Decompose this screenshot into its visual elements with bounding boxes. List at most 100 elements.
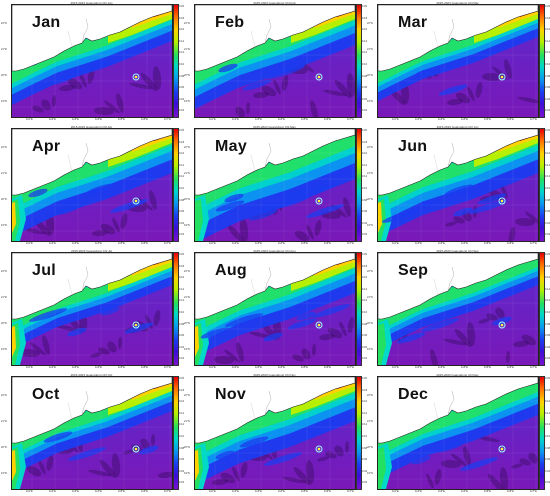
- longitude-label: 117°E: [164, 242, 171, 245]
- colorbar-tick: 0.20: [545, 377, 550, 380]
- colorbar: [539, 376, 545, 490]
- longitude-label: 112°E: [415, 242, 422, 245]
- colorbar-tick: 0.18: [362, 388, 368, 392]
- latitude-label: 19°N: [184, 472, 190, 475]
- colorbar-tick: 0.02: [362, 233, 368, 237]
- latitude-label: 20°N: [1, 322, 7, 325]
- colorbar-tick: 0.06: [362, 334, 368, 338]
- latitude-label: 22°N: [1, 146, 7, 149]
- colorbar: [539, 128, 545, 242]
- colorbar-tick: 0.12: [545, 51, 550, 55]
- longitude-label: 111°E: [209, 118, 216, 121]
- longitude-label: 116°E: [141, 490, 148, 493]
- chlorophyll-map: Nov: [194, 376, 356, 490]
- longitude-label: 115°E: [118, 242, 125, 245]
- colorbar-tick: 0.08: [362, 446, 368, 450]
- latitude-label: 19°N: [367, 472, 373, 475]
- longitude-label: 113°E: [72, 366, 79, 369]
- chlorophyll-map: Jun: [377, 128, 539, 242]
- colorbar-tick: 0.16: [545, 28, 550, 32]
- month-label: Aug: [215, 262, 248, 279]
- chlorophyll-field: [195, 253, 355, 365]
- chlorophyll-field: [195, 5, 355, 117]
- colorbar-tick: 0.04: [545, 97, 550, 101]
- longitude-label: 111°E: [392, 490, 399, 493]
- panel-title: 2015-2023 Guangdong Chl Apr: [70, 125, 113, 129]
- colorbar-tick: 0.06: [362, 86, 368, 90]
- latitude-label: 20°N: [367, 198, 373, 201]
- month-label: Feb: [215, 14, 245, 31]
- latitude-label: 20°N: [1, 446, 7, 449]
- colorbar-tick: 0.20: [179, 253, 185, 256]
- longitude-label: 112°E: [49, 366, 56, 369]
- latitude-label: 21°N: [184, 420, 190, 423]
- colorbar-tick: 0.06: [545, 210, 550, 214]
- colorbar-tick: 0.04: [362, 469, 368, 473]
- colorbar-tick: 0.02: [362, 109, 368, 113]
- map-panel-jan: 2015-2023 Guangdong Chl Jan Jan 0.20 0.18 0.…: [0, 0, 185, 124]
- longitude-label: 116°E: [141, 366, 148, 369]
- latitude-label: 21°N: [367, 296, 373, 299]
- panel-title: 2015-2023 Guangdong Chl Nov: [253, 373, 296, 377]
- colorbar-tick: 0.08: [179, 198, 185, 202]
- longitude-label: 117°E: [347, 490, 354, 493]
- chlorophyll-map: May: [194, 128, 356, 242]
- colorbar: [356, 252, 362, 366]
- map-panel-dec: 2015-2023 Guangdong Chl Dec Dec 0.20 0.18 0.…: [366, 372, 550, 496]
- chlorophyll-map: Aug: [194, 252, 356, 366]
- colorbar-tick: 0.10: [179, 63, 185, 66]
- chlorophyll-map: Oct: [11, 376, 173, 490]
- latitude-label: 20°N: [367, 74, 373, 77]
- latitude-label: 21°N: [1, 420, 7, 423]
- longitude-label: 117°E: [347, 366, 354, 369]
- colorbar-tick: 0.18: [545, 388, 550, 392]
- colorbar-tick: 0.06: [179, 458, 185, 462]
- latitude-label: 21°N: [184, 172, 190, 175]
- chlorophyll-map: Dec: [377, 376, 539, 490]
- longitude-label: 111°E: [209, 242, 216, 245]
- colorbar-tick: 0.14: [362, 287, 368, 291]
- colorbar-tick: 0.04: [545, 469, 550, 473]
- panel-title: 2015-2023 Guangdong Chl Sep: [436, 249, 479, 253]
- map-panel-may: 2015-2023 Guangdong Chl May May 0.20 0.18 0.…: [183, 124, 368, 248]
- colorbar-tick: 0.18: [545, 16, 550, 20]
- longitude-label: 116°E: [507, 118, 514, 121]
- longitude-label: 117°E: [347, 118, 354, 121]
- month-label: Jan: [32, 14, 61, 31]
- longitude-label: 115°E: [301, 118, 308, 121]
- colorbar-tick: 0.08: [362, 198, 368, 202]
- colorbar-tick: 0.16: [362, 28, 368, 32]
- colorbar-tick: 0.08: [545, 322, 550, 326]
- longitude-label: 116°E: [507, 242, 514, 245]
- longitude-label: 114°E: [95, 242, 102, 245]
- colorbar-tick: 0.14: [362, 39, 368, 43]
- colorbar-tick: 0.06: [545, 86, 550, 90]
- longitude-label: 116°E: [324, 366, 331, 369]
- latitude-label: 19°N: [1, 224, 7, 227]
- longitude-label: 113°E: [255, 118, 262, 121]
- longitude-label: 115°E: [484, 242, 491, 245]
- longitude-label: 117°E: [530, 118, 537, 121]
- colorbar-tick: 0.08: [545, 74, 550, 78]
- colorbar-tick: 0.16: [362, 400, 368, 404]
- longitude-label: 113°E: [438, 366, 445, 369]
- colorbar-tick: 0.10: [179, 311, 185, 314]
- map-panel-aug: 2015-2023 Guangdong Chl Aug Aug 0.20 0.18 0.…: [183, 248, 368, 372]
- month-label: Mar: [398, 14, 428, 31]
- colorbar-tick: 0.06: [545, 458, 550, 462]
- longitude-label: 112°E: [232, 118, 239, 121]
- longitude-label: 115°E: [484, 490, 491, 493]
- colorbar-tick: 0.18: [179, 16, 185, 20]
- latitude-label: 22°N: [367, 146, 373, 149]
- longitude-label: 113°E: [255, 490, 262, 493]
- latitude-label: 21°N: [367, 48, 373, 51]
- latitude-label: 22°N: [1, 270, 7, 273]
- chlorophyll-field: [378, 377, 538, 489]
- map-panel-sep: 2015-2023 Guangdong Chl Sep Sep 0.20 0.18 0.…: [366, 248, 550, 372]
- colorbar-tick: 0.12: [362, 423, 368, 427]
- chlorophyll-field: [12, 377, 172, 489]
- colorbar-tick: 0.20: [545, 129, 550, 132]
- colorbar-tick: 0.20: [362, 253, 368, 256]
- month-label: Nov: [215, 386, 247, 403]
- latitude-label: 22°N: [1, 394, 7, 397]
